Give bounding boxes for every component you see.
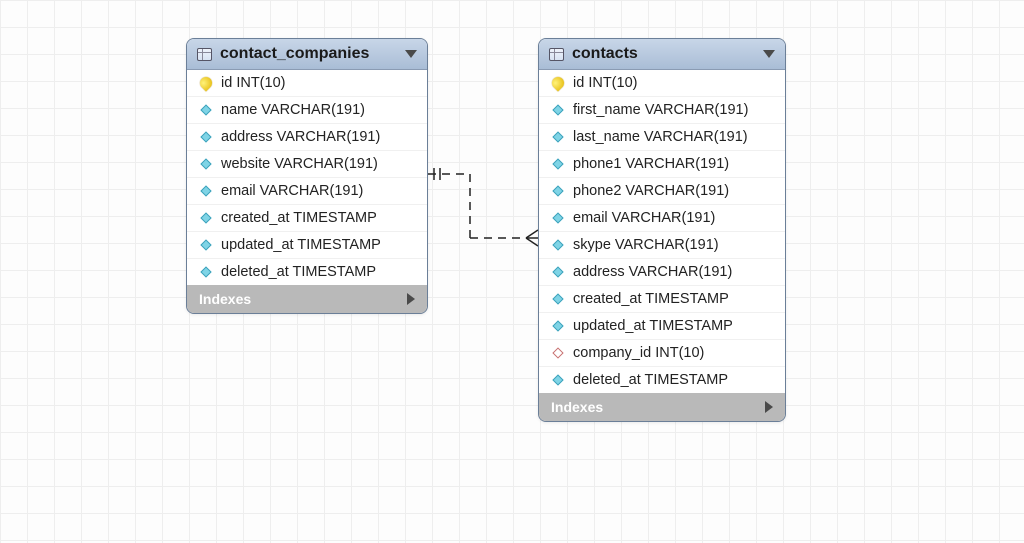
column-row[interactable]: address VARCHAR(191): [539, 259, 785, 286]
column-list: id INT(10) first_name VARCHAR(191) last_na…: [539, 70, 785, 393]
column-label: phone2 VARCHAR(191): [573, 183, 729, 199]
column-label: email VARCHAR(191): [221, 183, 363, 199]
column-label: name VARCHAR(191): [221, 102, 365, 118]
column-icon: [551, 265, 565, 279]
column-list: id INT(10) name VARCHAR(191) address VARCH…: [187, 70, 427, 285]
column-row[interactable]: email VARCHAR(191): [539, 205, 785, 232]
foreign-key-icon: [551, 346, 565, 360]
column-row[interactable]: id INT(10): [539, 70, 785, 97]
column-icon: [199, 103, 213, 117]
column-row[interactable]: name VARCHAR(191): [187, 97, 427, 124]
primary-key-icon: [199, 76, 213, 90]
column-label: skype VARCHAR(191): [573, 237, 719, 253]
table-contacts[interactable]: contacts id INT(10) first_name VARCHAR(19…: [538, 38, 786, 422]
column-icon: [551, 130, 565, 144]
column-icon: [551, 319, 565, 333]
collapse-icon[interactable]: [405, 50, 417, 58]
column-label: address VARCHAR(191): [221, 129, 380, 145]
column-label: phone1 VARCHAR(191): [573, 156, 729, 172]
column-icon: [551, 373, 565, 387]
column-label: updated_at TIMESTAMP: [221, 237, 381, 253]
column-row[interactable]: phone2 VARCHAR(191): [539, 178, 785, 205]
indexes-footer[interactable]: Indexes: [187, 285, 427, 313]
table-header[interactable]: contacts: [539, 39, 785, 70]
column-icon: [551, 211, 565, 225]
column-row[interactable]: first_name VARCHAR(191): [539, 97, 785, 124]
expand-arrow-icon: [407, 293, 415, 305]
collapse-icon[interactable]: [763, 50, 775, 58]
column-row[interactable]: company_id INT(10): [539, 340, 785, 367]
column-icon: [199, 211, 213, 225]
column-row[interactable]: updated_at TIMESTAMP: [187, 232, 427, 259]
column-row[interactable]: deleted_at TIMESTAMP: [539, 367, 785, 393]
column-icon: [199, 157, 213, 171]
primary-key-icon: [551, 76, 565, 90]
column-icon: [551, 157, 565, 171]
column-label: id INT(10): [221, 75, 285, 91]
indexes-label: Indexes: [551, 399, 603, 415]
column-label: deleted_at TIMESTAMP: [221, 264, 376, 280]
column-icon: [199, 130, 213, 144]
column-row[interactable]: deleted_at TIMESTAMP: [187, 259, 427, 285]
column-icon: [199, 265, 213, 279]
column-icon: [551, 292, 565, 306]
column-label: id INT(10): [573, 75, 637, 91]
column-row[interactable]: phone1 VARCHAR(191): [539, 151, 785, 178]
column-row[interactable]: updated_at TIMESTAMP: [539, 313, 785, 340]
column-row[interactable]: website VARCHAR(191): [187, 151, 427, 178]
column-row[interactable]: address VARCHAR(191): [187, 124, 427, 151]
column-label: email VARCHAR(191): [573, 210, 715, 226]
expand-arrow-icon: [765, 401, 773, 413]
column-label: last_name VARCHAR(191): [573, 129, 748, 145]
column-label: first_name VARCHAR(191): [573, 102, 748, 118]
table-header[interactable]: contact_companies: [187, 39, 427, 70]
column-label: deleted_at TIMESTAMP: [573, 372, 728, 388]
table-title: contacts: [572, 45, 638, 63]
column-label: company_id INT(10): [573, 345, 704, 361]
canvas-grid: [0, 0, 1024, 543]
column-icon: [551, 238, 565, 252]
column-icon: [551, 184, 565, 198]
column-label: created_at TIMESTAMP: [573, 291, 729, 307]
column-row[interactable]: last_name VARCHAR(191): [539, 124, 785, 151]
column-label: created_at TIMESTAMP: [221, 210, 377, 226]
indexes-footer[interactable]: Indexes: [539, 393, 785, 421]
table-title: contact_companies: [220, 45, 369, 63]
table-contact-companies[interactable]: contact_companies id INT(10) name VARCHAR…: [186, 38, 428, 314]
column-row[interactable]: created_at TIMESTAMP: [539, 286, 785, 313]
column-label: website VARCHAR(191): [221, 156, 378, 172]
column-icon: [551, 103, 565, 117]
column-row[interactable]: skype VARCHAR(191): [539, 232, 785, 259]
indexes-label: Indexes: [199, 291, 251, 307]
column-row[interactable]: created_at TIMESTAMP: [187, 205, 427, 232]
table-icon: [549, 48, 564, 61]
column-row[interactable]: id INT(10): [187, 70, 427, 97]
column-icon: [199, 238, 213, 252]
column-icon: [199, 184, 213, 198]
column-row[interactable]: email VARCHAR(191): [187, 178, 427, 205]
column-label: updated_at TIMESTAMP: [573, 318, 733, 334]
column-label: address VARCHAR(191): [573, 264, 732, 280]
table-icon: [197, 48, 212, 61]
